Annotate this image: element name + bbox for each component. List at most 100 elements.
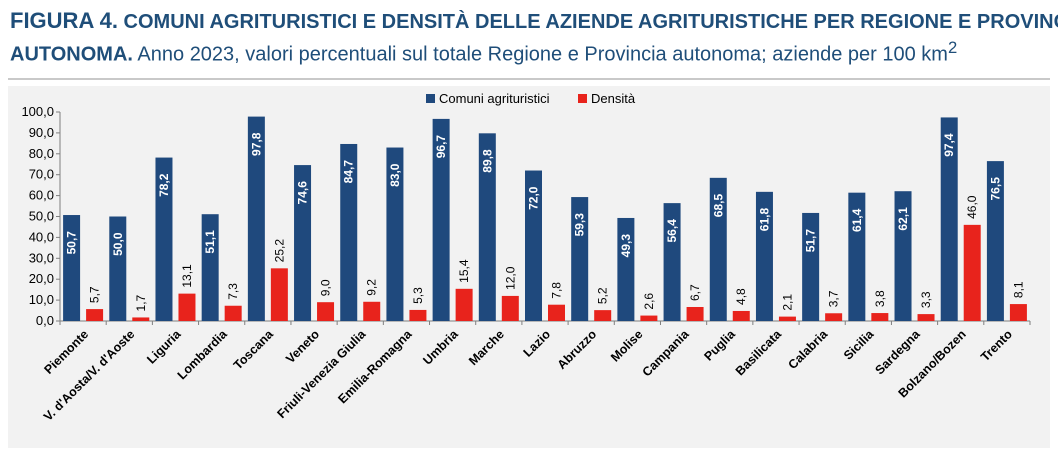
- legend-swatch-comuni: [426, 94, 435, 103]
- y-tick-label: 10,0: [29, 292, 54, 307]
- data-label-densita: 3,7: [827, 290, 841, 307]
- bar-comuni-agrituristici: [617, 217, 635, 321]
- data-label-densita: 5,7: [88, 286, 102, 303]
- figure-title-line-1: FIGURA 4. COMUNI AGRITURISTICI E DENSITÀ…: [10, 8, 1058, 35]
- data-label-comuni: 97,4: [942, 133, 956, 157]
- data-label-densita: 15,4: [457, 259, 471, 283]
- y-tick-label: 40,0: [29, 229, 54, 244]
- bar-densita: [1009, 304, 1027, 321]
- data-label-densita: 3,8: [873, 290, 887, 307]
- data-label-comuni: 78,2: [157, 173, 171, 197]
- bar-comuni-agrituristici: [848, 192, 866, 321]
- bar-densita: [640, 315, 658, 321]
- data-label-densita: 2,6: [642, 293, 656, 310]
- data-label-comuni: 49,3: [619, 234, 633, 258]
- y-tick-label: 20,0: [29, 271, 54, 286]
- data-label-comuni: 89,8: [480, 149, 494, 173]
- data-label-densita: 3,3: [919, 291, 933, 308]
- bar-comuni-agrituristici: [109, 216, 127, 321]
- bar-densita: [686, 306, 704, 321]
- category-label: Lombardia: [175, 326, 231, 382]
- bar-chart: 0,0 10,0 20,0 30,0 40,0 50,0 60,0 70,0 80,0 90,0 1…: [21, 91, 1031, 424]
- chart-area: 0,0 10,0 20,0 30,0 40,0 50,0 60,0 70,0 80,0 90,0 1…: [8, 86, 1050, 448]
- category-label: Puglia: [701, 326, 738, 363]
- category-label: Umbria: [420, 326, 461, 367]
- category-label: Piemonte: [42, 327, 92, 377]
- figure-title-line-2: AUTONOMA. Anno 2023, valori percentuali …: [10, 35, 1050, 68]
- legend-swatch-densita: [578, 94, 587, 103]
- data-label-comuni: 74,6: [296, 181, 310, 205]
- data-label-densita: 25,2: [272, 239, 286, 263]
- legend-label-densita: Densità: [591, 91, 636, 106]
- bar-comuni-agrituristici: [894, 191, 912, 321]
- y-tick-label: 90,0: [29, 125, 54, 140]
- data-label-comuni: 61,4: [850, 208, 864, 232]
- data-label-densita: 5,2: [596, 287, 610, 304]
- bar-densita: [224, 305, 242, 321]
- data-label-densita: 8,1: [1011, 281, 1025, 298]
- data-label-comuni: 51,7: [804, 229, 818, 253]
- bar-comuni-agrituristici: [986, 161, 1004, 321]
- bar-comuni-agrituristici: [802, 212, 820, 321]
- y-tick-label: 70,0: [29, 167, 54, 182]
- bar-densita: [732, 310, 750, 321]
- header-divider: [8, 78, 1050, 80]
- bar-densita: [455, 288, 473, 321]
- data-label-comuni: 62,1: [896, 207, 910, 231]
- y-tick-label: 80,0: [29, 146, 54, 161]
- bar-comuni-agrituristici: [155, 157, 173, 321]
- bar-comuni-agrituristici: [478, 133, 496, 321]
- category-label: Marche: [466, 327, 507, 368]
- bar-comuni-agrituristici: [940, 117, 958, 322]
- category-label: Calabria: [785, 326, 831, 372]
- figure-header: FIGURA 4. COMUNI AGRITURISTICI E DENSITÀ…: [10, 8, 1058, 68]
- bar-densita: [409, 309, 427, 321]
- category-label: Toscana: [231, 326, 277, 372]
- data-label-densita: 5,3: [411, 287, 425, 304]
- category-label: Veneto: [283, 327, 322, 366]
- bar-densita: [871, 313, 889, 321]
- data-label-densita: 46,0: [965, 195, 979, 219]
- y-tick-label: 100,0: [21, 104, 54, 119]
- data-label-densita: 4,8: [734, 288, 748, 305]
- bar-densita: [132, 317, 150, 321]
- y-tick-label: 0,0: [36, 313, 54, 328]
- bar-comuni-agrituristici: [340, 143, 358, 321]
- bar-comuni-agrituristici: [247, 116, 265, 322]
- figure-number: FIGURA 4.: [10, 8, 118, 33]
- data-label-densita: 13,1: [180, 264, 194, 288]
- bar-comuni-agrituristici: [63, 215, 81, 321]
- category-label: Sicilia: [841, 326, 877, 362]
- category-label: Liguria: [144, 326, 184, 366]
- data-label-densita: 9,0: [319, 279, 333, 296]
- bar-densita: [363, 301, 381, 321]
- data-label-comuni: 96,7: [434, 135, 448, 159]
- bar-densita: [501, 295, 519, 321]
- data-label-densita: 7,3: [226, 283, 240, 300]
- category-label: Friuli-Venezia Giulia: [274, 326, 369, 421]
- data-label-comuni: 61,8: [757, 208, 771, 232]
- bar-densita: [917, 314, 935, 321]
- bar-comuni-agrituristici: [571, 197, 589, 321]
- data-label-densita: 1,7: [134, 294, 148, 311]
- bar-comuni-agrituristici: [432, 118, 450, 321]
- bar-comuni-agrituristici: [201, 214, 219, 321]
- data-label-comuni: 97,8: [249, 132, 263, 156]
- bar-densita: [270, 268, 288, 321]
- data-label-densita: 2,1: [780, 294, 794, 311]
- data-label-comuni: 83,0: [388, 163, 402, 187]
- figure-title-part-2: AUTONOMA.: [10, 43, 133, 66]
- data-label-comuni: 76,5: [988, 177, 1002, 201]
- bar-densita: [317, 302, 335, 321]
- data-label-comuni: 50,7: [65, 231, 79, 255]
- data-label-comuni: 50,0: [111, 232, 125, 256]
- category-label: Trento: [978, 327, 1015, 364]
- bar-densita: [778, 316, 796, 321]
- data-label-comuni: 56,4: [665, 219, 679, 243]
- data-label-comuni: 51,1: [203, 230, 217, 254]
- category-label: Lazio: [521, 327, 554, 360]
- data-label-comuni: 68,5: [711, 194, 725, 218]
- bar-densita: [86, 309, 104, 321]
- bar-densita: [963, 224, 981, 321]
- data-label-densita: 9,2: [365, 279, 379, 296]
